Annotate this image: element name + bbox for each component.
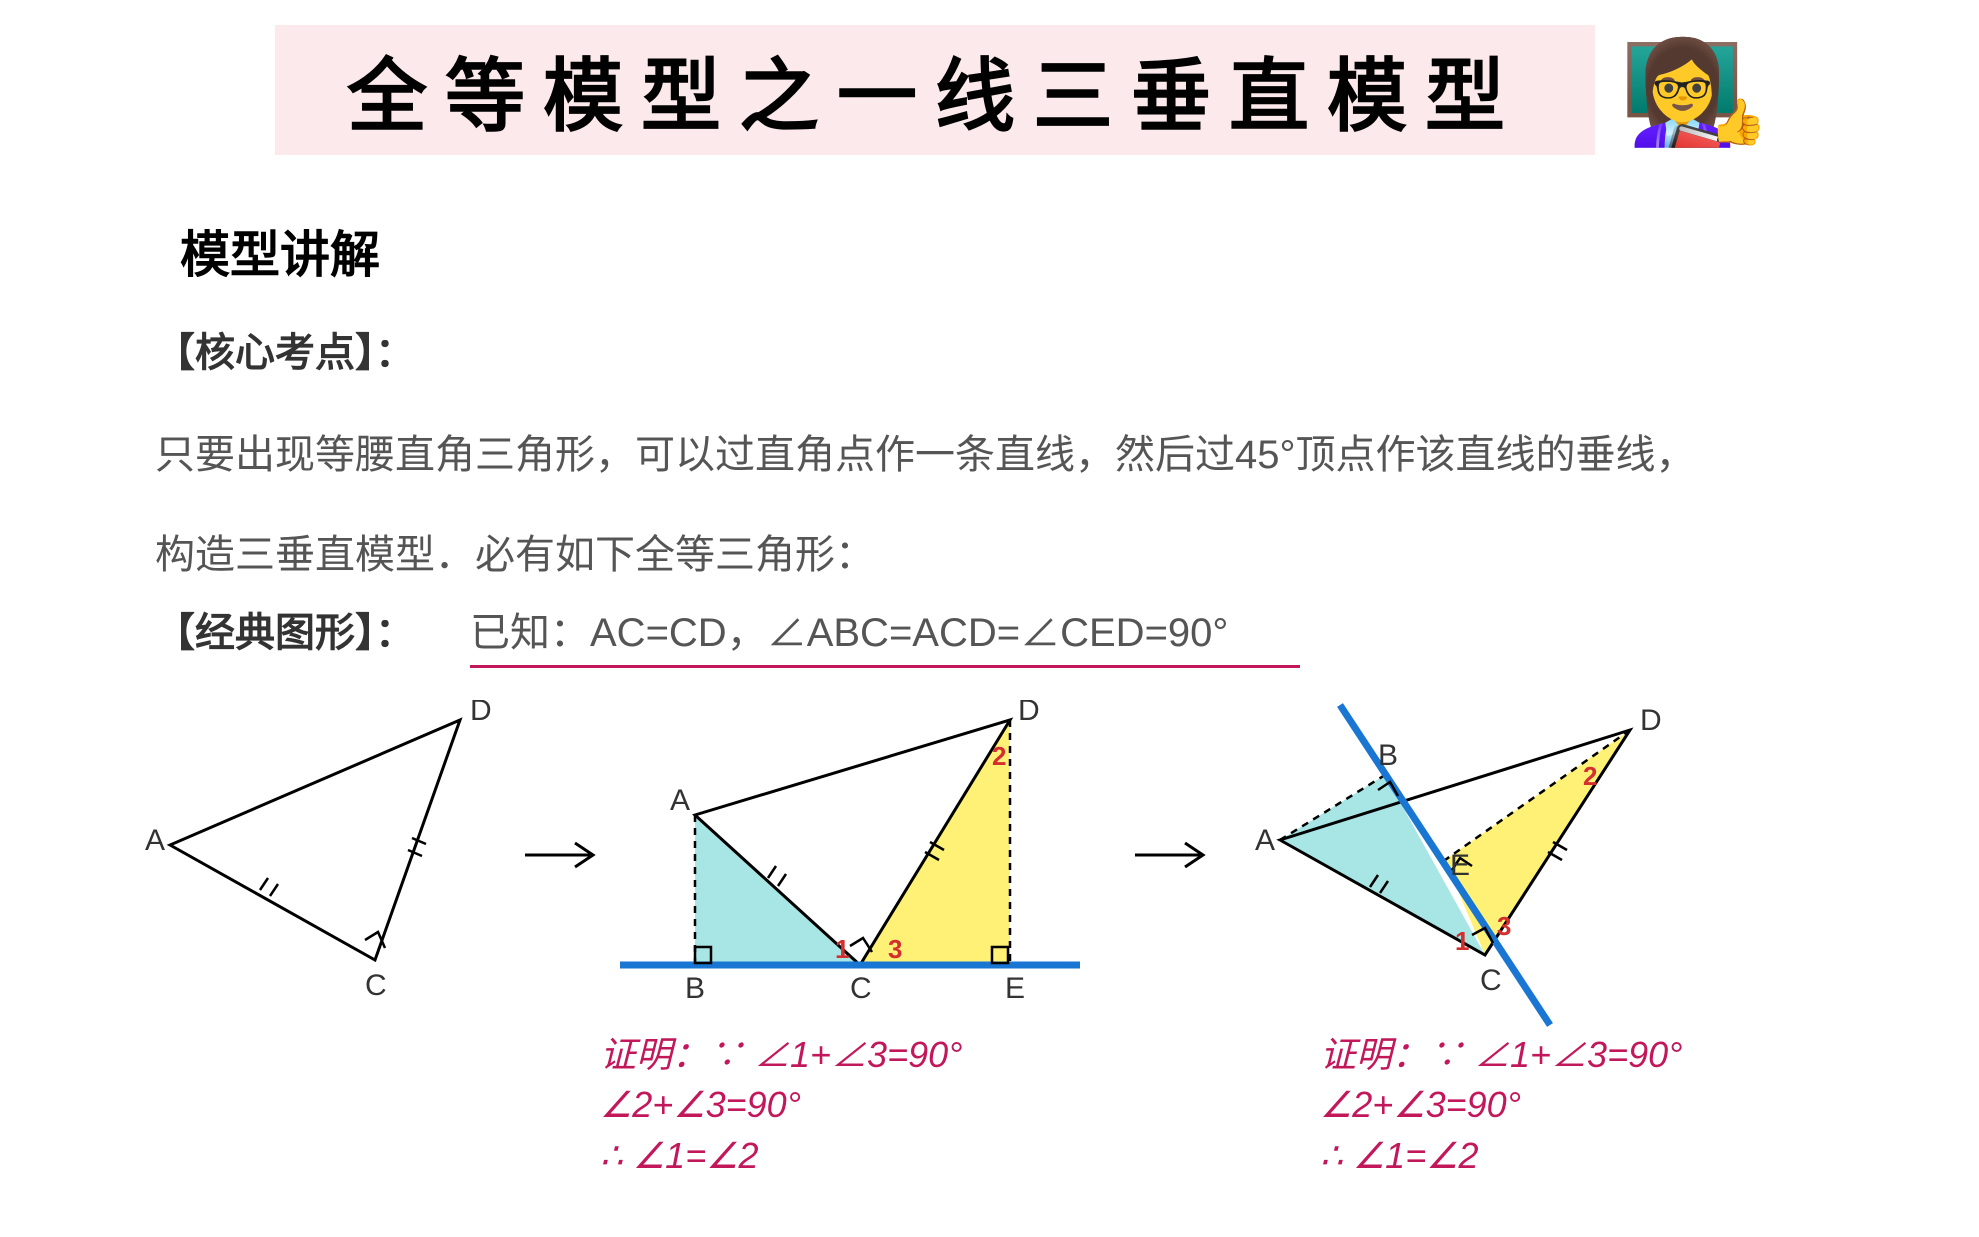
proof-line: ∠2+∠3=90° bbox=[1320, 1080, 1683, 1130]
thumbs-up-icon: 👍 bbox=[1710, 95, 1766, 148]
svg-text:1: 1 bbox=[835, 934, 849, 964]
svg-text:D: D bbox=[1018, 700, 1040, 727]
svg-text:E: E bbox=[1450, 849, 1470, 882]
svg-text:A: A bbox=[1255, 824, 1275, 857]
svg-text:3: 3 bbox=[888, 934, 902, 964]
figure-3: 1 2 3 A B C D E bbox=[1255, 704, 1662, 1025]
proof-line: ∴ ∠1=∠2 bbox=[600, 1131, 963, 1181]
arrow-2 bbox=[1135, 843, 1203, 867]
svg-text:2: 2 bbox=[992, 741, 1006, 771]
proof-line: 证明：∵ ∠1+∠3=90° bbox=[600, 1030, 963, 1080]
svg-text:A: A bbox=[145, 824, 165, 857]
svg-text:B: B bbox=[1378, 739, 1398, 772]
core-point-text: 只要出现等腰直角三角形，可以过直角点作一条直线，然后过45°顶点作该直线的垂线，… bbox=[155, 405, 1735, 605]
classic-figure-label: 【经典图形】： bbox=[155, 600, 415, 658]
given-conditions: 已知：AC=CD，∠ABC=ACD=∠CED=90° bbox=[470, 600, 1228, 658]
svg-text:1: 1 bbox=[1455, 926, 1469, 956]
svg-text:C: C bbox=[365, 969, 387, 1002]
svg-text:2: 2 bbox=[1583, 761, 1597, 791]
diagram-row: A C D 1 2 3 A B bbox=[130, 700, 1850, 1050]
svg-text:E: E bbox=[1005, 972, 1025, 1005]
page-title: 全等模型之一线三垂直模型 bbox=[347, 32, 1523, 148]
figure-2: 1 2 3 A B C D E bbox=[620, 700, 1080, 1005]
given-underline bbox=[470, 665, 1300, 668]
title-banner: 全等模型之一线三垂直模型 bbox=[275, 25, 1595, 155]
svg-text:3: 3 bbox=[1497, 911, 1511, 941]
svg-text:A: A bbox=[670, 784, 690, 817]
section-heading: 模型讲解 bbox=[180, 215, 380, 287]
svg-text:C: C bbox=[850, 972, 872, 1005]
geometry-diagrams: A C D 1 2 3 A B bbox=[130, 700, 1850, 1050]
proof-line: 证明：∵ ∠1+∠3=90° bbox=[1320, 1030, 1683, 1080]
svg-text:B: B bbox=[685, 972, 705, 1005]
proof-line: ∠2+∠3=90° bbox=[600, 1080, 963, 1130]
handwritten-proof-2: 证明：∵ ∠1+∠3=90° ∠2+∠3=90° ∴ ∠1=∠2 bbox=[1320, 1030, 1683, 1181]
core-point-label: 【核心考点】： bbox=[155, 320, 415, 378]
proof-line: ∴ ∠1=∠2 bbox=[1320, 1131, 1683, 1181]
arrow-1 bbox=[525, 843, 593, 867]
svg-text:D: D bbox=[1640, 704, 1662, 737]
handwritten-proof-1: 证明：∵ ∠1+∠3=90° ∠2+∠3=90° ∴ ∠1=∠2 bbox=[600, 1030, 963, 1181]
svg-text:D: D bbox=[470, 700, 492, 727]
svg-text:C: C bbox=[1480, 964, 1502, 997]
figure-1: A C D bbox=[145, 700, 492, 1002]
